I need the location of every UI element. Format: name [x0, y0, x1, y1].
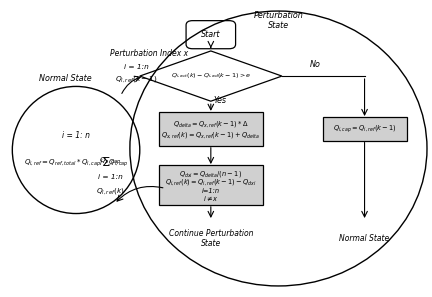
Text: Continue Perturbation
State: Continue Perturbation State: [168, 229, 253, 248]
FancyBboxPatch shape: [159, 112, 263, 146]
Text: i = 1:n: i = 1:n: [98, 173, 123, 180]
Text: Perturbation
State: Perturbation State: [254, 11, 303, 30]
Text: Yes: Yes: [214, 96, 227, 105]
Text: $Q_{delta}=Q_{x,ref}(k-1)*\Delta$: $Q_{delta}=Q_{x,ref}(k-1)*\Delta$: [173, 119, 249, 129]
Text: i = 1: n: i = 1: n: [62, 131, 90, 140]
FancyBboxPatch shape: [159, 165, 263, 206]
Text: No: No: [310, 60, 321, 69]
Text: $Q_{dxi}=Q_{delta}/(n-1)$: $Q_{dxi}=Q_{delta}/(n-1)$: [179, 169, 242, 179]
Text: Normal State: Normal State: [39, 75, 92, 83]
Text: $Q_{i,ref}(k)=Q_{i,ref}(k-1)-Q_{dxi}$: $Q_{i,ref}(k)=Q_{i,ref}(k-1)-Q_{dxi}$: [165, 178, 257, 187]
Text: $Q_{i,act}(k)-Q_{i,ad}(k-1)>e$: $Q_{i,act}(k)-Q_{i,ad}(k-1)>e$: [171, 72, 251, 80]
Text: $Q_{i,ref}(k)$: $Q_{i,ref}(k)$: [96, 186, 125, 196]
Text: $Q_{x,ref}(k)=Q_{x,ref}(k-1)+Q_{delta}$: $Q_{x,ref}(k)=Q_{x,ref}(k-1)+Q_{delta}$: [161, 129, 260, 140]
Text: $i\neq x$: $i\neq x$: [203, 194, 219, 203]
Text: i=1:n: i=1:n: [202, 188, 220, 194]
Text: $Q_{x\_cap}$: $Q_{x\_cap}$: [99, 156, 122, 168]
Text: Normal State: Normal State: [340, 234, 390, 243]
Text: $Q_{i,ref}(k-1)$: $Q_{i,ref}(k-1)$: [115, 74, 158, 84]
Text: Start: Start: [201, 30, 221, 39]
Text: Perturbation Index x: Perturbation Index x: [110, 49, 188, 59]
Text: $Q_{i,ref}=Q_{ref,total}*Q_{i,cap}/\sum Q_{i,cap}$: $Q_{i,ref}=Q_{ref,total}*Q_{i,cap}/\sum …: [24, 155, 128, 168]
FancyBboxPatch shape: [323, 117, 407, 141]
Text: i = 1:n: i = 1:n: [124, 64, 149, 70]
Text: $Q_{i,cap}=Q_{i,ref}(k-1)$: $Q_{i,cap}=Q_{i,ref}(k-1)$: [333, 124, 397, 135]
